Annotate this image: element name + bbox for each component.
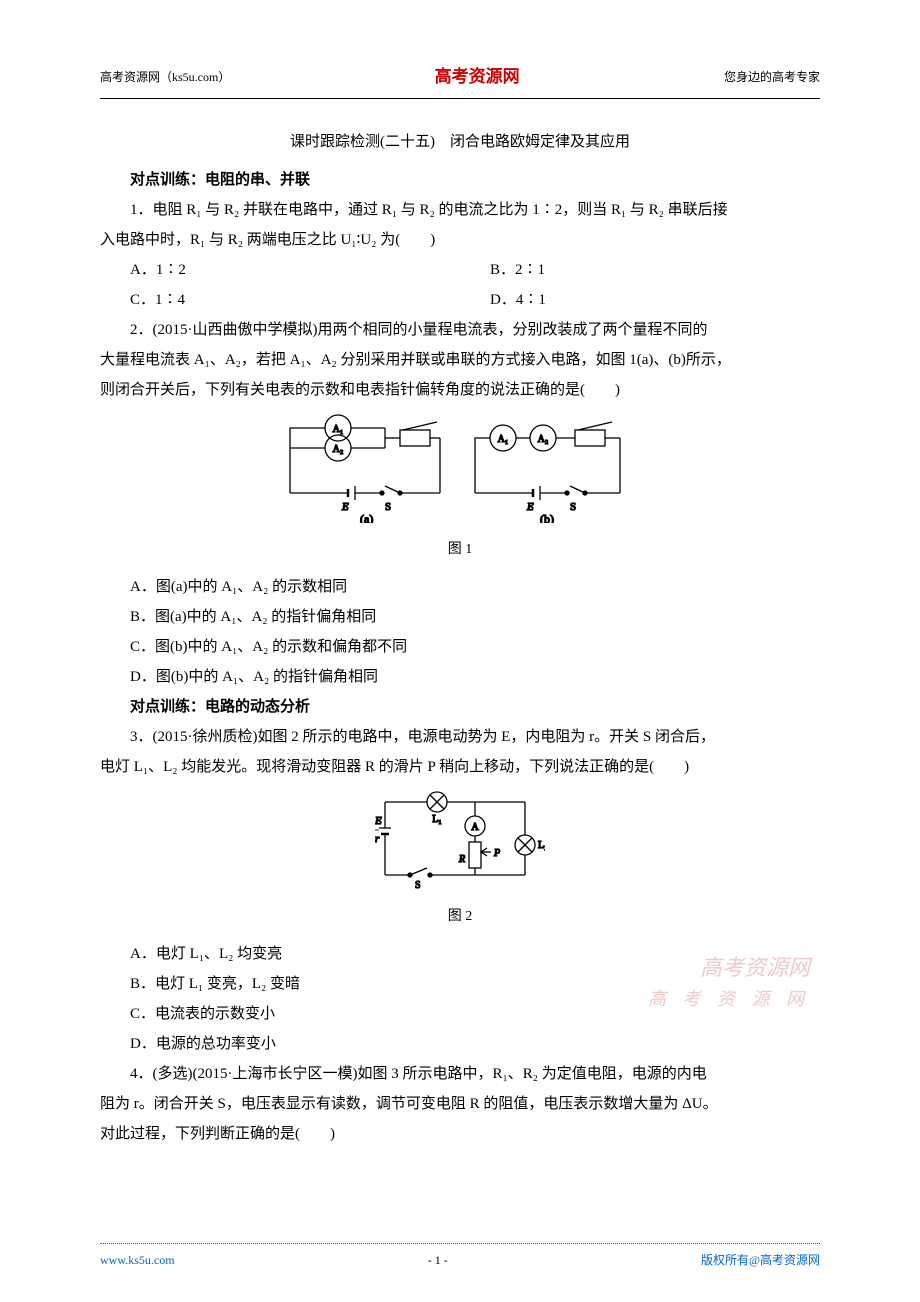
figure-1: A₁ A₂ [100, 413, 820, 564]
q1-line2: 入电路中时，R₁ 与 R₂ 两端电压之比 U₁∶U₂ 为( ) [100, 225, 820, 255]
svg-text:L₁: L₁ [432, 814, 442, 825]
q1-optA: A．1∶2 [100, 255, 460, 285]
page-title: 课时跟踪检测(二十五) 闭合电路欧姆定律及其应用 [100, 127, 820, 157]
page-header: 高考资源网（ks5u.com） 高考资源网 您身边的高考专家 [100, 60, 820, 99]
q1-optC: C．1∶4 [100, 285, 460, 315]
section2-heading: 对点训练：电路的动态分析 [100, 692, 820, 722]
svg-text:A₁: A₁ [498, 434, 509, 445]
q2-optC: C．图(b)中的 A₁、A₂ 的示数和偏角都不同 [100, 632, 820, 662]
svg-text:E: E [526, 501, 534, 513]
footer-center: - 1 - [428, 1248, 448, 1272]
figure-2-caption: 图 2 [100, 903, 820, 931]
q2-optB: B．图(a)中的 A₁、A₂ 的指针偏角相同 [100, 602, 820, 632]
q2-line3: 则闭合开关后，下列有关电表的示数和电表指针偏转角度的说法正确的是( ) [100, 375, 820, 405]
footer-right: 版权所有@高考资源网 [701, 1248, 820, 1272]
q4-line3: 对此过程，下列判断正确的是( ) [100, 1119, 820, 1149]
footer-left: www.ks5u.com [100, 1248, 175, 1272]
circuit-diagram-1-icon: A₁ A₂ [280, 413, 640, 523]
svg-text:A₂: A₂ [538, 434, 549, 445]
page-footer: www.ks5u.com - 1 - 版权所有@高考资源网 [100, 1243, 820, 1272]
svg-text:E: E [375, 815, 382, 827]
q2-line2: 大量程电流表 A₁、A₂，若把 A₁、A₂ 分别采用并联或串联的方式接入电路，如… [100, 345, 820, 375]
q3-optA: A．电灯 L₁、L₂ 均变亮 [100, 939, 820, 969]
q2-optA: A．图(a)中的 A₁、A₂ 的示数相同 [100, 572, 820, 602]
q1-optD: D．4∶1 [460, 285, 820, 315]
svg-text:L₂: L₂ [538, 840, 545, 851]
header-right: 您身边的高考专家 [724, 65, 820, 89]
circuit-diagram-2-icon: L₁ L₂ E r [375, 790, 545, 890]
figure-1-caption: 图 1 [100, 536, 820, 564]
svg-text:S: S [385, 501, 391, 513]
svg-text:S: S [415, 880, 421, 890]
q3-optC: C．电流表的示数变小 [100, 999, 820, 1029]
q1-optB: B．2∶1 [460, 255, 820, 285]
svg-text:(b): (b) [540, 512, 554, 523]
header-left: 高考资源网（ks5u.com） [100, 65, 230, 89]
svg-text:A: A [471, 822, 479, 833]
svg-text:P: P [493, 848, 500, 859]
q3-line1: 3．(2015·徐州质检)如图 2 所示的电路中，电源电动势为 E，内电阻为 r… [100, 722, 820, 752]
q4-line1: 4．(多选)(2015·上海市长宁区一模)如图 3 所示电路中，R₁、R₂ 为定… [100, 1059, 820, 1089]
section1-heading: 对点训练：电阻的串、并联 [100, 165, 820, 195]
svg-text:E: E [341, 501, 349, 513]
q2-line1: 2．(2015·山西曲傲中学模拟)用两个相同的小量程电流表，分别改装成了两个量程… [100, 315, 820, 345]
q2-optD: D．图(b)中的 A₁、A₂ 的指针偏角相同 [100, 662, 820, 692]
svg-text:r: r [375, 833, 380, 845]
q4-line2: 阻为 r。闭合开关 S，电压表显示有读数，调节可变电阻 R 的阻值，电压表示数增… [100, 1089, 820, 1119]
q3-optB: B．电灯 L₁ 变亮，L₂ 变暗 [100, 969, 820, 999]
svg-text:A₂: A₂ [333, 444, 344, 455]
q3-line2: 电灯 L₁、L₂ 均能发光。现将滑动变阻器 R 的滑片 P 稍向上移动，下列说法… [100, 752, 820, 782]
q3-optD: D．电源的总功率变小 [100, 1029, 820, 1059]
header-center: 高考资源网 [435, 60, 520, 94]
svg-text:R: R [458, 854, 465, 865]
svg-text:(a): (a) [360, 512, 373, 523]
svg-text:S: S [570, 501, 576, 513]
figure-2: L₁ L₂ E r [100, 790, 820, 931]
q1-line1: 1．电阻 R₁ 与 R₂ 并联在电路中，通过 R₁ 与 R₂ 的电流之比为 1∶… [100, 195, 820, 225]
svg-text:A₁: A₁ [333, 424, 344, 435]
